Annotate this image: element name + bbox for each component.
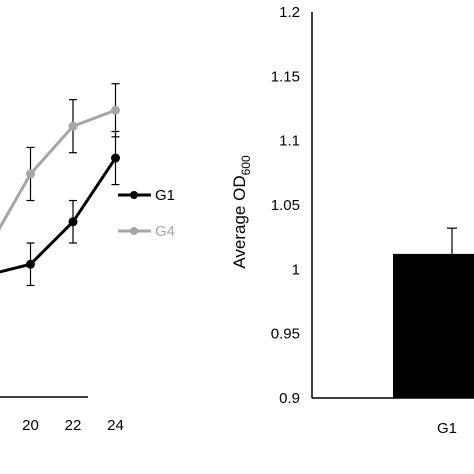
legend-marker-g4 [130,227,138,235]
legend-marker-g1 [130,191,138,199]
data-point [111,105,120,115]
data-point [68,121,78,131]
series-line [0,157,117,274]
y-tick-label: 1.15 [271,68,300,85]
bar-g1 [393,253,474,398]
bar-chart-y-ticks: 0.9 0.95 1 1.05 1.1 1.15 1.2 [271,4,300,407]
bar-chart-y-label: Average OD600 [230,155,253,269]
line-x-tick-label: 22 [65,417,82,434]
series-line [0,108,117,231]
legend: G1 G4 [118,187,175,240]
line-chart-series [0,83,120,287]
y-tick-label: 1.2 [279,4,300,21]
data-point [26,259,35,269]
data-point [111,153,120,163]
data-point [68,217,78,227]
legend-label-g4: G4 [155,223,175,240]
line-chart-x-ticks: 18202224 [22,417,124,434]
x-tick-label: G1 [437,420,457,437]
y-tick-label: 1.1 [279,133,300,150]
line-x-tick-label: 24 [107,417,124,434]
y-label-main: Average OD [230,175,249,268]
data-point [26,169,35,179]
bar-chart-x-ticks: G1 [437,420,457,437]
series-g1 [0,130,120,287]
y-tick-label: 0.9 [279,390,300,407]
y-tick-label: 1.05 [271,197,300,214]
bar-chart-bars [393,227,474,398]
legend-label-g1: G1 [155,187,175,204]
y-tick-label: 1 [292,261,300,278]
series-g4 [0,83,120,231]
y-label-subscript: 600 [239,155,253,175]
line-x-tick-label: 20 [22,417,39,434]
y-tick-label: 0.95 [271,326,300,343]
bar-chart: 0.9 0.95 1 1.05 1.1 1.15 1.2 G1 Average OD600 [230,4,474,437]
line-chart: 18202224 G1 G4 [0,83,175,434]
